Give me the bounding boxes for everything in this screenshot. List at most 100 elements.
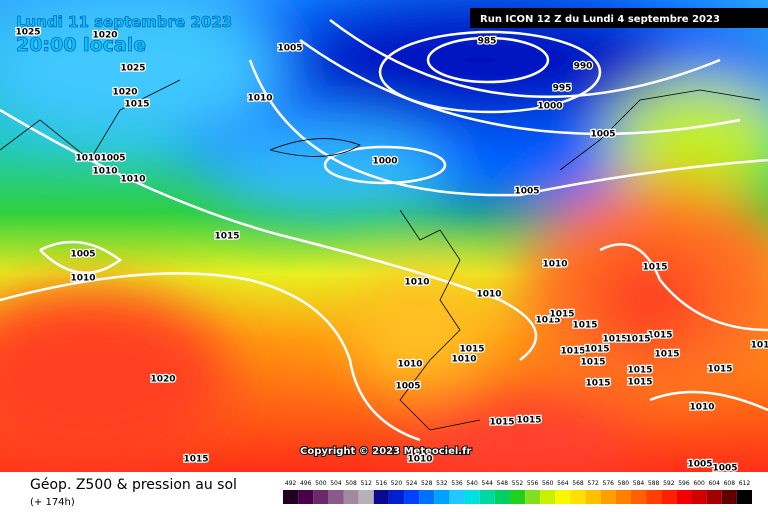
isobar-label: 1015 bbox=[459, 345, 484, 355]
colorbar-swatch bbox=[646, 490, 662, 504]
colorbar-label: 500 bbox=[315, 480, 327, 487]
field bbox=[0, 0, 768, 472]
valid-date: Lundi 11 septembre 2023 bbox=[16, 13, 232, 31]
isobar-label: 1015 bbox=[602, 335, 627, 345]
colorbar-swatch bbox=[585, 490, 601, 504]
colorbar-swatch bbox=[630, 490, 647, 504]
colorbar-label: 580 bbox=[618, 480, 630, 487]
colorbar-swatch bbox=[373, 490, 389, 504]
isobar-label: 1010 bbox=[404, 278, 429, 288]
isobar-label: 1015 bbox=[214, 232, 239, 242]
lead-time: (+ 174h) bbox=[30, 497, 75, 508]
colorbar-swatch bbox=[509, 490, 526, 504]
isobar-label: 1010 bbox=[75, 154, 100, 164]
colorbar-label: 604 bbox=[708, 480, 720, 487]
colorbar-swatch bbox=[661, 490, 677, 504]
isobar-label: 1015 bbox=[707, 365, 732, 375]
isobar-label: 1005 bbox=[687, 460, 712, 470]
colorbar-swatch bbox=[555, 490, 571, 504]
colorbar-swatch bbox=[358, 490, 374, 504]
isobar-label: 1000 bbox=[537, 102, 562, 112]
colorbar-swatch bbox=[404, 490, 420, 504]
valid-time: 20:00 locale bbox=[16, 34, 146, 56]
colorbar-label: 608 bbox=[724, 480, 736, 487]
colorbar-label: 492 bbox=[285, 480, 297, 487]
isobar-label: 1015 bbox=[516, 416, 541, 426]
isobar-label: 1005 bbox=[277, 44, 302, 54]
isobar-label: 1010 bbox=[407, 455, 432, 465]
colorbar-swatch bbox=[570, 490, 586, 504]
isobar-label: 1005 bbox=[100, 154, 125, 164]
isobar-label: 1025 bbox=[120, 64, 145, 74]
colorbar-swatch bbox=[434, 490, 450, 504]
colorbar-label: 516 bbox=[376, 480, 388, 487]
colorbar-swatch bbox=[494, 490, 510, 504]
isobar-label: 1010 bbox=[689, 403, 714, 413]
isobar-label: 1005 bbox=[590, 130, 615, 140]
colorbar-swatch bbox=[328, 490, 344, 504]
colorbar-swatch bbox=[676, 490, 692, 504]
isobar-label: 1015 bbox=[580, 358, 605, 368]
isobar-label: 1015 bbox=[585, 379, 610, 389]
colorbar-label: 532 bbox=[436, 480, 448, 487]
isobar-label: 1010 bbox=[542, 260, 567, 270]
colorbar-swatch bbox=[298, 490, 314, 504]
colorbar-swatch bbox=[691, 490, 707, 504]
colorbar-label: 596 bbox=[678, 480, 690, 487]
colorbar-label: 536 bbox=[451, 480, 463, 487]
colorbar-label: 540 bbox=[466, 480, 478, 487]
isobar-label: 1015 bbox=[627, 378, 652, 388]
isobar-label: 1015 bbox=[627, 366, 652, 376]
isobar-label: 1010 bbox=[92, 167, 117, 177]
isobar-label: 1000 bbox=[372, 157, 397, 167]
isobar-label: 1015 bbox=[560, 347, 585, 357]
colorbar-label: 524 bbox=[406, 480, 418, 487]
colorbar-swatch bbox=[313, 490, 329, 504]
colorbar-label: 592 bbox=[663, 480, 675, 487]
colorbar-swatch bbox=[706, 490, 722, 504]
isobar-label: 985 bbox=[478, 37, 497, 47]
colorbar-label: 572 bbox=[587, 480, 599, 487]
colorbar-swatch bbox=[449, 490, 465, 504]
colorbar-swatch bbox=[343, 490, 359, 504]
colorbar-swatch bbox=[388, 490, 405, 504]
colorbar-label: 552 bbox=[512, 480, 524, 487]
isobar-label: 1010 bbox=[397, 360, 422, 370]
isobar-label: 1015 bbox=[535, 316, 560, 326]
colorbar-label: 612 bbox=[739, 480, 751, 487]
isobar-label: 1015 bbox=[625, 335, 650, 345]
colorbar-label: 584 bbox=[633, 480, 645, 487]
isobar-label: 1005 bbox=[712, 464, 737, 474]
colorbar-label: 588 bbox=[648, 480, 660, 487]
colorbar-label: 548 bbox=[497, 480, 509, 487]
colorbar-label: 544 bbox=[482, 480, 494, 487]
isobar-label: 1005 bbox=[395, 382, 420, 392]
isobar-label: 1020 bbox=[112, 88, 137, 98]
footer-title: Géop. Z500 & pression au sol bbox=[30, 477, 237, 493]
isobar-label: 1010 bbox=[247, 94, 272, 104]
colorbar-swatch bbox=[600, 490, 616, 504]
colorbar-swatch bbox=[736, 490, 752, 504]
isobar-label: 1005 bbox=[514, 187, 539, 197]
colorbar-swatch bbox=[283, 490, 299, 504]
isobar-label: 1025 bbox=[15, 28, 40, 38]
colorbar-label: 504 bbox=[330, 480, 342, 487]
colorbar-label: 520 bbox=[391, 480, 403, 487]
isobar-label: 101 bbox=[751, 341, 768, 351]
colorbar-label: 496 bbox=[300, 480, 312, 487]
colorbar-label: 600 bbox=[693, 480, 705, 487]
isobar-label: 1010 bbox=[70, 274, 95, 284]
colorbar-label: 556 bbox=[527, 480, 539, 487]
colorbar-swatch bbox=[479, 490, 495, 504]
isobar-label: 1015 bbox=[572, 321, 597, 331]
colorbar-label: 512 bbox=[360, 480, 372, 487]
isobar-label: 1010 bbox=[476, 290, 501, 300]
colorbar-label: 568 bbox=[572, 480, 584, 487]
colorbar-swatch bbox=[464, 490, 480, 504]
isobar-label: 1015 bbox=[183, 455, 208, 465]
colorbar-swatch bbox=[615, 490, 631, 504]
isobar-label: 995 bbox=[553, 84, 572, 94]
isobar-label: 1020 bbox=[150, 375, 175, 385]
isobar-label: 1015 bbox=[549, 310, 574, 320]
